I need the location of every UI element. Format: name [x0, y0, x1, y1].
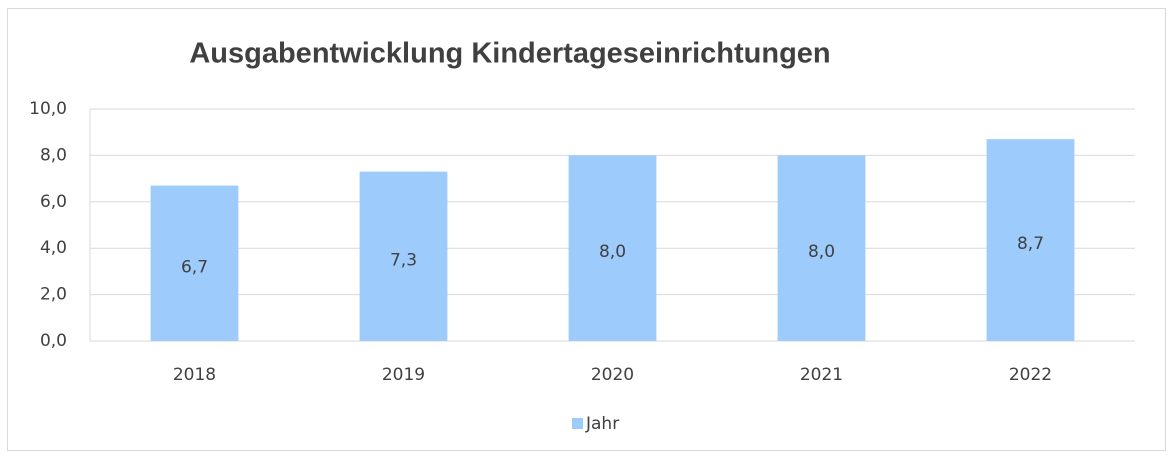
- data-label: 8,0: [599, 242, 626, 262]
- data-label: 8,7: [1017, 234, 1044, 254]
- x-tick-label: 2019: [382, 365, 425, 385]
- x-tick-label: 2022: [1009, 365, 1052, 385]
- data-label: 8,0: [808, 242, 835, 262]
- y-tick-label: 8,0: [40, 145, 67, 165]
- bar: [777, 155, 866, 341]
- legend-swatch: [572, 418, 583, 429]
- y-tick-label: 2,0: [40, 285, 67, 305]
- legend-label: Jahr: [585, 414, 619, 434]
- bar: [150, 185, 239, 341]
- data-label: 6,7: [181, 257, 208, 277]
- data-label: 7,3: [390, 250, 417, 270]
- y-tick-label: 6,0: [40, 192, 67, 212]
- x-tick-label: 2020: [591, 365, 634, 385]
- y-tick-label: 4,0: [40, 238, 67, 258]
- chart-title: Ausgabentwicklung Kindertageseinrichtung…: [189, 38, 830, 70]
- bar: [359, 171, 448, 341]
- y-tick-label: 0,0: [40, 331, 67, 351]
- bar: [986, 139, 1075, 341]
- x-tick-label: 2021: [800, 365, 843, 385]
- bar: [568, 155, 657, 341]
- x-tick-label: 2018: [173, 365, 216, 385]
- y-tick-label: 10,0: [29, 99, 67, 119]
